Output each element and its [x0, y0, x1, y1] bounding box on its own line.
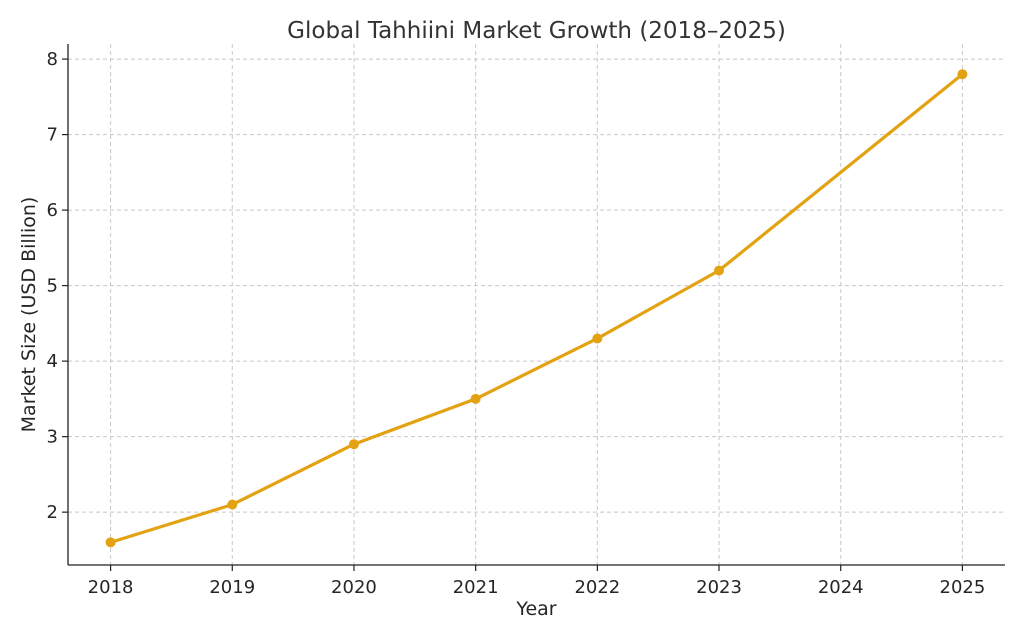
x-tick-label: 2023 [696, 577, 742, 598]
y-tick-label: 8 [47, 49, 58, 70]
x-tick-label: 2018 [88, 577, 134, 598]
series [105, 69, 968, 548]
y-tick-label: 4 [47, 351, 58, 372]
x-tick-label: 2020 [331, 577, 377, 598]
y-ticks: 2 3 4 5 6 7 8 [47, 49, 68, 523]
x-axis-label: Year [515, 598, 556, 620]
data-point [714, 265, 725, 276]
data-point [470, 393, 481, 404]
x-ticks: 2018 2019 2020 2021 2022 2023 2024 2025 [88, 565, 986, 598]
y-tick-label: 6 [47, 200, 58, 221]
data-point [348, 439, 359, 450]
data-point [592, 333, 603, 344]
y-tick-label: 3 [47, 427, 58, 448]
y-tick-label: 7 [47, 125, 58, 146]
chart-title: Global Tahhiini Market Growth (2018–2025… [287, 18, 786, 44]
y-tick-label: 5 [47, 276, 58, 297]
data-point [105, 537, 116, 548]
x-tick-label: 2025 [940, 577, 986, 598]
data-point [227, 499, 238, 510]
axes [67, 44, 1005, 566]
series-line [108, 72, 965, 544]
x-tick-label: 2022 [574, 577, 620, 598]
grid [68, 44, 1005, 565]
y-tick-label: 2 [47, 502, 58, 523]
x-tick-label: 2024 [818, 577, 864, 598]
data-point [957, 69, 968, 80]
x-tick-label: 2019 [209, 577, 255, 598]
x-tick-label: 2021 [453, 577, 499, 598]
y-axis-label: Market Size (USD Billion) [18, 197, 40, 433]
